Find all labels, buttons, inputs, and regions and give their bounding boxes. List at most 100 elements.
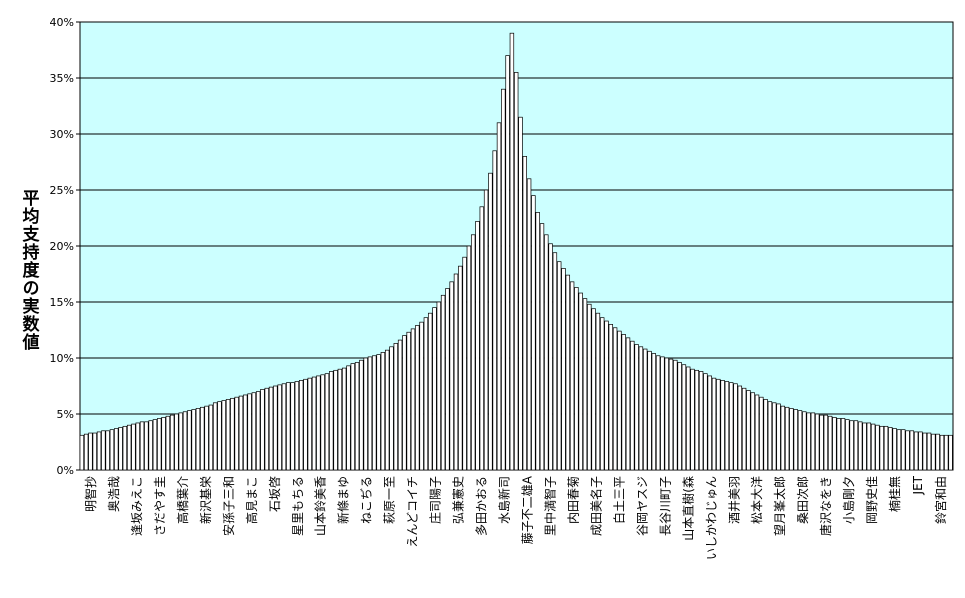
bar — [79, 434, 85, 471]
bar — [544, 234, 549, 471]
bar — [797, 410, 803, 471]
bar — [711, 377, 717, 471]
bar — [698, 371, 704, 471]
x-tick-label: 谷岡ヤスジ — [635, 476, 649, 536]
x-tick-label: ねこぢる — [359, 476, 374, 524]
bar — [144, 421, 149, 471]
bar — [939, 434, 945, 471]
bar — [109, 429, 115, 471]
bar — [892, 428, 897, 471]
bar — [879, 425, 884, 471]
x-tick-label: 新沢基栄 — [198, 476, 213, 524]
bar — [707, 375, 712, 471]
bar — [217, 401, 222, 471]
bar — [862, 422, 867, 471]
x-tick-label: 白土三平 — [611, 476, 626, 524]
bar — [677, 362, 682, 471]
x-tick-label: 松本大洋 — [749, 476, 764, 524]
bar — [191, 409, 196, 471]
bar — [243, 394, 248, 471]
y-tick-label: 35% — [50, 72, 74, 85]
bar — [354, 362, 360, 471]
bar — [733, 383, 738, 471]
bar — [359, 359, 364, 471]
y-tick-label: 5% — [57, 408, 74, 421]
bar — [849, 420, 854, 471]
bar — [612, 327, 618, 471]
bar — [522, 156, 528, 471]
bar — [853, 420, 859, 471]
bar — [634, 344, 639, 471]
x-tick-label: 明智抄 — [83, 476, 98, 512]
bar — [931, 433, 936, 471]
bar — [410, 328, 416, 471]
bar — [187, 410, 192, 471]
bar — [600, 317, 605, 471]
x-tick-label: 安孫子三和 — [221, 476, 236, 536]
bar — [686, 366, 691, 471]
bar — [866, 422, 872, 471]
bar — [552, 252, 558, 471]
bar — [139, 421, 145, 471]
bar — [148, 420, 153, 471]
bar — [905, 430, 910, 471]
bar — [647, 350, 652, 471]
bar — [436, 301, 441, 471]
y-tick-label: 10% — [50, 352, 74, 365]
bar — [105, 430, 110, 471]
bar — [870, 423, 876, 471]
y-tick-label: 0% — [57, 464, 74, 477]
bar — [225, 399, 231, 471]
bar — [363, 357, 368, 471]
x-tick-label: 奥浩哉 — [106, 476, 121, 512]
bar — [449, 281, 454, 471]
bar — [462, 256, 467, 471]
bar — [789, 408, 794, 471]
bar — [372, 355, 377, 471]
x-tick-label: 小島剛夕 — [841, 476, 856, 524]
x-tick-label: 鈴宮和由 — [933, 476, 948, 524]
x-tick-labels: 明智抄 奥浩哉 逢坂みえこ さだやす圭 高橋葉介 新沢基栄 安孫子三和 高見まこ 石坂啓 星里もち… — [83, 475, 948, 560]
bar — [737, 385, 743, 471]
bar — [918, 431, 923, 471]
bar — [333, 369, 338, 471]
bar — [397, 339, 403, 471]
bar — [673, 359, 678, 471]
bar — [720, 380, 725, 471]
bar — [664, 357, 669, 471]
bar — [526, 178, 532, 471]
bar — [591, 308, 596, 471]
bar — [694, 369, 700, 471]
bar — [118, 427, 123, 471]
bar — [316, 375, 321, 471]
x-tick-label: 新條まゆ — [336, 476, 351, 524]
bar — [101, 430, 106, 471]
bar — [126, 424, 132, 471]
x-tick-label: 内田春菊 — [566, 476, 580, 524]
bar — [767, 401, 773, 471]
x-tick-label: 逢坂みえこ — [130, 476, 144, 536]
bar — [883, 425, 889, 471]
bar — [935, 433, 940, 471]
bar — [754, 394, 760, 471]
bar — [415, 325, 420, 471]
x-tick-label: 長谷川町子 — [658, 476, 672, 536]
bar — [96, 431, 102, 471]
x-tick-label: 望月峯太郎 — [772, 476, 787, 536]
bar — [221, 400, 226, 471]
bar — [234, 396, 239, 471]
bar — [668, 358, 674, 471]
x-tick-label: 弘兼憲史 — [451, 476, 466, 524]
bar — [896, 429, 902, 471]
bar — [716, 378, 721, 471]
bar — [380, 352, 386, 471]
bar — [827, 415, 833, 471]
bar — [479, 206, 485, 471]
x-tick-label: 岡野史佳 — [865, 476, 879, 524]
bar — [746, 390, 751, 471]
bar — [92, 432, 97, 471]
bar — [114, 428, 119, 471]
x-tick-label: 酒井美羽 — [727, 476, 741, 524]
